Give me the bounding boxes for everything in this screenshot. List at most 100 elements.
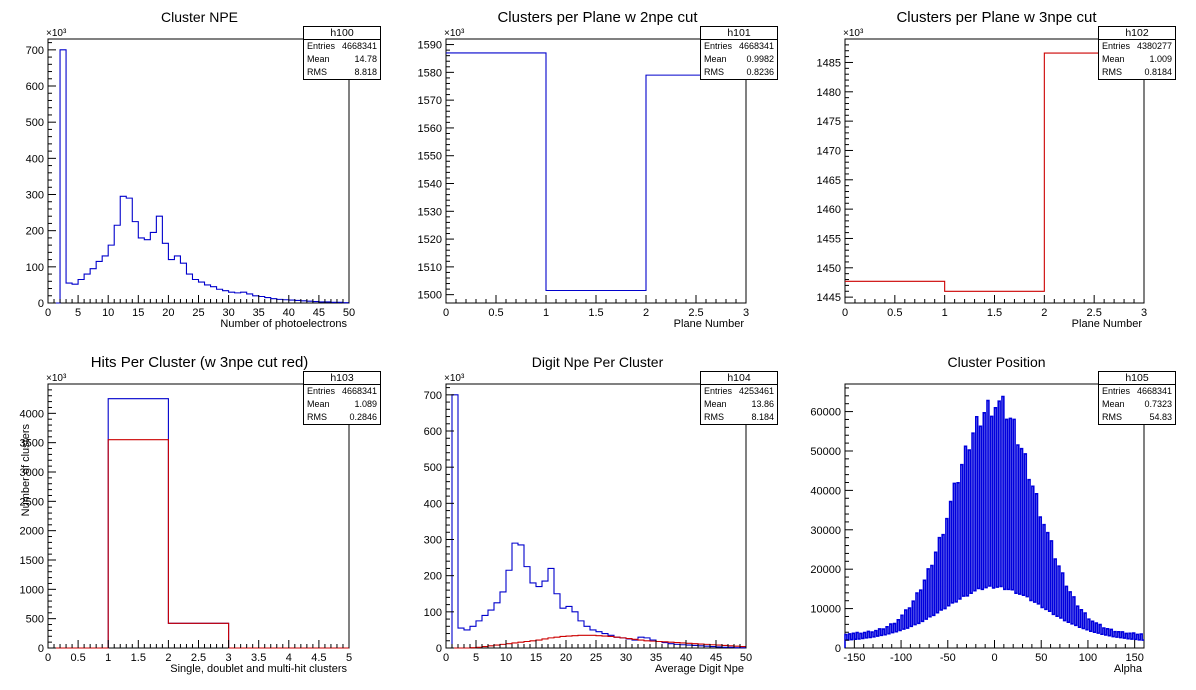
y-tick-label: 3500 (20, 438, 44, 450)
y-exponent-label: ×10³ (843, 28, 864, 39)
x-tick-label: 45 (710, 652, 722, 664)
stats-value: 0.2846 (349, 412, 377, 422)
plot-title: Cluster NPE (160, 9, 239, 25)
stats-box: h102 Entries 4380277 Mean 1.009 RMS 0.8184 (1098, 26, 1176, 80)
x-axis-label: Number of photoelectrons (220, 318, 347, 330)
x-tick-label: -100 (890, 652, 912, 664)
y-tick-label: 600 (26, 81, 44, 93)
stats-value: 4253461 (738, 386, 774, 396)
y-tick-label: 100 (26, 262, 44, 274)
x-tick-label: 15 (132, 307, 144, 319)
histogram-line (48, 439, 349, 649)
y-tick-label: 1530 (418, 206, 442, 218)
x-tick-label: 0.5 (70, 652, 85, 664)
stats-row: RMS 0.8184 (1099, 66, 1175, 79)
stats-key: RMS (1102, 412, 1122, 422)
y-tick-label: 20000 (810, 564, 841, 576)
stats-value: 1.009 (1149, 54, 1172, 64)
x-tick-label: 40 (283, 307, 295, 319)
stats-box-title: h100 (304, 27, 380, 40)
y-tick-label: 1465 (817, 175, 841, 187)
x-tick-label: 4 (286, 652, 292, 664)
x-tick-label: 1 (105, 652, 111, 664)
y-tick-label: 2000 (20, 526, 44, 538)
x-tick-label: 1.5 (987, 307, 1002, 319)
stats-key: RMS (307, 67, 327, 77)
x-tick-label: 20 (162, 307, 174, 319)
plot-pad-0: 0 5 10 15 20 25 30 35 40 45 50 0 100 200 300 400 500 600 7… (0, 0, 399, 345)
stats-value: 13.86 (751, 399, 774, 409)
y-tick-label: 600 (424, 426, 442, 438)
x-tick-label: 5 (473, 652, 479, 664)
stats-row: Entries 4668341 (1099, 385, 1175, 398)
y-exponent-label: ×10³ (46, 28, 67, 39)
plot-pad-1: 0 0.5 1 1.5 2 2.5 3 1500 1510 1520 1530 1540 1550 156… (398, 0, 797, 345)
y-tick-label: 1500 (418, 290, 442, 302)
plot-pad-3: 0 0.5 1 1.5 2 2.5 3 3.5 4 4.5 5 0 500 1000 1500 2000 250… (0, 345, 399, 690)
stats-value: 0.9982 (746, 54, 774, 64)
stats-box: h104 Entries 4253461 Mean 13.86 RMS 8.184 (700, 371, 778, 425)
y-tick-label: 1580 (418, 67, 442, 79)
x-tick-label: -150 (843, 652, 865, 664)
y-tick-label: 10000 (810, 604, 841, 616)
x-tick-label: 1 (543, 307, 549, 319)
x-tick-label: 5 (75, 307, 81, 319)
x-tick-label: 50 (1035, 652, 1047, 664)
y-tick-label: 500 (26, 117, 44, 129)
x-tick-label: 1.5 (588, 307, 603, 319)
x-tick-label: 50 (740, 652, 752, 664)
x-tick-label: 0.5 (887, 307, 902, 319)
stats-value: 54.83 (1149, 412, 1172, 422)
stats-key: RMS (704, 412, 724, 422)
plot-svg: 0 0.5 1 1.5 2 2.5 3 3.5 4 4.5 5 0 500 1000 1500 2000 250… (20, 373, 353, 675)
x-tick-label: 2.5 (688, 307, 703, 319)
stats-key: Entries (704, 386, 733, 396)
x-tick-label: 25 (192, 307, 204, 319)
stats-value: 14.78 (354, 54, 377, 64)
x-tick-label: 3.5 (251, 652, 266, 664)
x-tick-label: 3 (226, 652, 232, 664)
stats-value: 8.818 (354, 67, 377, 77)
y-tick-label: 1445 (817, 292, 841, 304)
y-tick-label: 1520 (418, 234, 442, 246)
stats-row: Entries 4668341 (304, 40, 380, 53)
plot-title: Hits Per Cluster (w 3npe cut red) (90, 354, 309, 371)
y-tick-label: 2500 (20, 496, 44, 508)
x-tick-label: 1.5 (131, 652, 146, 664)
x-tick-label: 0 (991, 652, 997, 664)
x-tick-label: 150 (1125, 652, 1143, 664)
stats-row: Entries 4380277 (1099, 40, 1175, 53)
stats-value: 0.7323 (1144, 399, 1172, 409)
stats-value: 4668341 (738, 41, 774, 51)
x-axis: 0 5 10 15 20 25 30 35 40 45 50 (443, 640, 752, 664)
x-tick-label: 35 (253, 307, 265, 319)
stats-row: Mean 1.009 (1099, 53, 1175, 66)
y-tick-label: 400 (424, 498, 442, 510)
x-tick-label: 15 (530, 652, 542, 664)
y-tick-label: 3000 (20, 467, 44, 479)
plot-svg: -150 -100 -50 0 50 100 150 0 10000 20000 30000 4000… (810, 383, 1145, 675)
histogram-line (844, 395, 1144, 648)
stats-key: RMS (704, 67, 724, 77)
x-axis: -150 -100 -50 0 50 100 150 (843, 640, 1144, 664)
y-tick-label: 400 (26, 153, 44, 165)
plot-pad-5: -150 -100 -50 0 50 100 150 0 10000 20000 30000 4000… (797, 345, 1196, 690)
stats-box: h100 Entries 4668341 Mean 14.78 RMS 8.818 (303, 26, 381, 80)
stats-value: 8.184 (751, 412, 774, 422)
x-axis: 0 0.5 1 1.5 2 2.5 3 (443, 295, 749, 319)
x-tick-label: 1 (942, 307, 948, 319)
stats-box: h101 Entries 4668341 Mean 0.9982 RMS 0.8236 (700, 26, 778, 80)
x-tick-label: 25 (590, 652, 602, 664)
y-tick-label: 700 (424, 390, 442, 402)
stats-row: Mean 14.78 (304, 53, 380, 66)
y-tick-label: 1000 (20, 584, 44, 596)
y-exponent-label: ×10³ (444, 28, 465, 39)
x-tick-label: 0 (443, 307, 449, 319)
x-tick-label: 20 (560, 652, 572, 664)
histogram-line (845, 52, 1144, 292)
plot-svg: 0 5 10 15 20 25 30 35 40 45 5001002003004005006007… (424, 373, 752, 675)
x-axis-label: Alpha (1114, 663, 1143, 675)
x-axis-label: Single, doublet and multi-hit clusters (170, 663, 347, 675)
y-tick-label: 1450 (817, 263, 841, 275)
y-axis: 0 100 200 300 400 500 600 700 (424, 387, 454, 655)
